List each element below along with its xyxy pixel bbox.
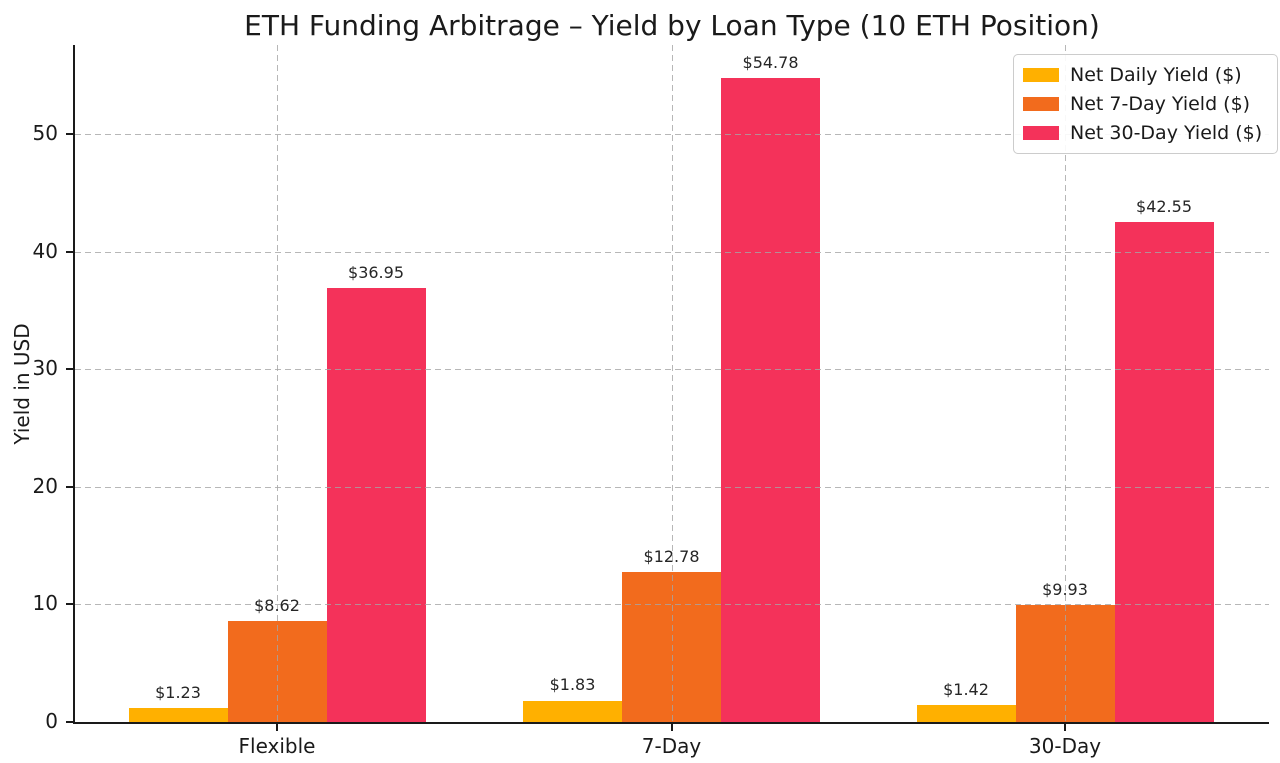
bar-net-30-day-yield--7-day bbox=[721, 78, 820, 722]
x-gridline bbox=[1065, 45, 1066, 722]
y-tick-mark bbox=[66, 133, 73, 136]
legend-row: Net 7-Day Yield ($) bbox=[1023, 93, 1262, 115]
y-tick-label: 40 bbox=[32, 238, 58, 263]
y-tick-label: 0 bbox=[45, 708, 58, 733]
y-axis-label: Yield in USD bbox=[10, 323, 34, 445]
bar-net-daily-yield--flexible bbox=[128, 707, 228, 722]
bar-value-label: $12.78 bbox=[643, 546, 700, 566]
y-tick-mark bbox=[66, 368, 73, 371]
x-tick-mark bbox=[670, 724, 673, 731]
y-tick-mark bbox=[66, 603, 73, 606]
chart-title: ETH Funding Arbitrage – Yield by Loan Ty… bbox=[244, 9, 1100, 42]
bar-value-label: $36.95 bbox=[348, 262, 404, 282]
x-axis-spine bbox=[73, 722, 1269, 724]
legend-swatch-icon bbox=[1023, 97, 1059, 111]
plot-area: $1.23 $1.83 $1.42 $8.62 $12.78 $9.93 $36.95 $54… bbox=[33, 45, 1269, 758]
y-tick-label: 10 bbox=[32, 591, 58, 616]
bar-value-label: $1.23 bbox=[155, 682, 201, 702]
bar-value-label: $9.93 bbox=[1042, 580, 1088, 600]
legend-swatch-icon bbox=[1023, 126, 1059, 140]
bar-value-label: $1.83 bbox=[549, 675, 596, 695]
y-tick-label: 50 bbox=[32, 121, 58, 146]
y-tick-mark bbox=[66, 485, 73, 488]
legend-swatch-icon bbox=[1023, 68, 1059, 82]
bar-value-label: $8.62 bbox=[254, 595, 300, 615]
x-gridline bbox=[277, 45, 278, 722]
y-tick-label: 20 bbox=[32, 473, 58, 498]
bar-value-label: $42.55 bbox=[1136, 196, 1192, 216]
legend-label: Net Daily Yield ($) bbox=[1070, 64, 1242, 86]
y-tick-mark bbox=[66, 250, 73, 253]
y-tick-label: 30 bbox=[32, 356, 58, 381]
x-tick-label-7-day: 7-Day bbox=[641, 734, 702, 758]
legend-row: Net 30-Day Yield ($) bbox=[1023, 122, 1262, 144]
bar-net-30-day-yield--30-day bbox=[1114, 221, 1214, 722]
x-tick-mark bbox=[1064, 724, 1066, 731]
x-tick-label-flexible: Flexible bbox=[238, 734, 316, 758]
bar-net-daily-yield--7-day bbox=[523, 700, 622, 722]
legend-row: Net Daily Yield ($) bbox=[1023, 64, 1262, 86]
x-tick-mark bbox=[276, 724, 278, 731]
bar-value-label: $54.78 bbox=[742, 53, 799, 73]
legend-label: Net 30-Day Yield ($) bbox=[1070, 122, 1263, 144]
x-tick-label-30-day: 30-Day bbox=[1028, 734, 1102, 758]
legend-label: Net 7-Day Yield ($) bbox=[1070, 93, 1251, 115]
x-gridline bbox=[671, 45, 673, 722]
bar-net-daily-yield--30-day bbox=[916, 705, 1016, 722]
bar-value-label: $1.42 bbox=[943, 680, 989, 700]
legend: Net Daily Yield ($) Net 7-Day Yield ($) Ne… bbox=[1013, 54, 1279, 154]
y-axis-spine bbox=[73, 45, 75, 724]
y-tick-mark bbox=[66, 721, 73, 723]
bar-net-30-day-yield--flexible bbox=[326, 287, 426, 722]
